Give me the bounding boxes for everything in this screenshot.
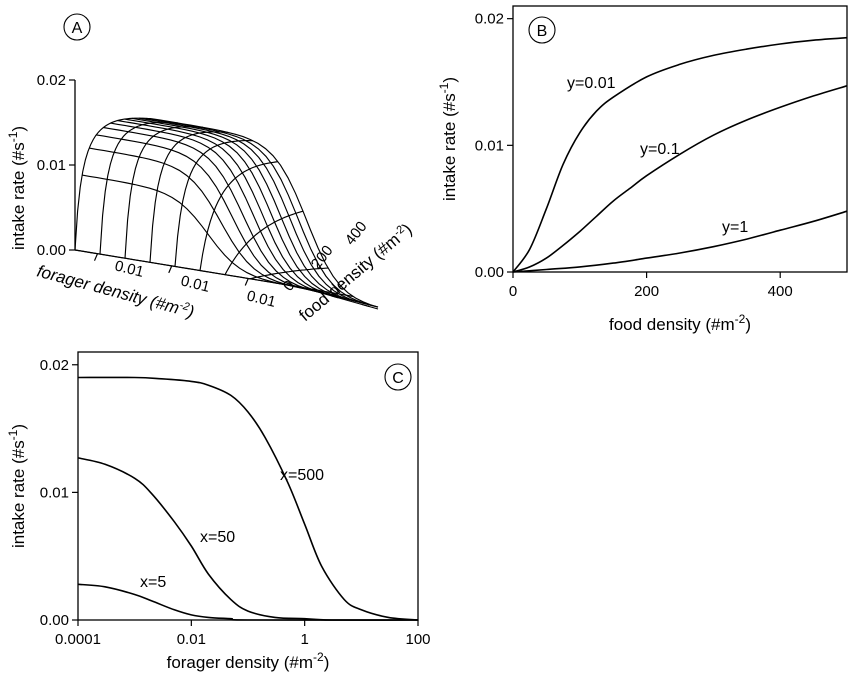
panel-a-badge bbox=[63, 13, 91, 41]
surface-grid-line bbox=[174, 140, 253, 267]
panel-b-series-label: y=0.1 bbox=[640, 141, 680, 158]
surface-grid-line bbox=[224, 210, 304, 275]
surface-base-edge bbox=[74, 249, 301, 288]
panel-c-x-axis-label: forager density (#m-2) bbox=[167, 650, 330, 672]
panel-b-x-tick-label: 0 bbox=[509, 283, 517, 300]
panel-b-series-label: y=1 bbox=[722, 219, 748, 236]
panel-b-series-label: y=0.01 bbox=[567, 75, 616, 92]
panel-c-y-tick-label: 0.02 bbox=[40, 357, 69, 374]
surface-y-tick bbox=[331, 295, 339, 299]
surface-grid-line bbox=[89, 147, 315, 292]
surface-mesh bbox=[74, 117, 379, 310]
surface-x-tick bbox=[93, 253, 99, 261]
surface-grid-line bbox=[199, 161, 279, 271]
surface-grid-line bbox=[138, 117, 364, 304]
panel-c-ticks: 0.0001 0.01 1 100 0.00 0.01 0.02 bbox=[40, 357, 431, 648]
panel-b-series bbox=[512, 36, 848, 273]
panel-b-badge bbox=[528, 16, 556, 44]
panel-c-x-tick-label: 100 bbox=[405, 631, 430, 648]
surface-x-tick bbox=[168, 265, 173, 274]
panel-c-series-label: x=5 bbox=[140, 574, 166, 591]
panel-c-series-line bbox=[77, 457, 419, 621]
panel-b-badge-label: B bbox=[537, 23, 548, 40]
panel-b-y-tick-label: 0.02 bbox=[475, 11, 504, 28]
panel-c: 0.0001 0.01 1 100 0.00 0.01 0.02 x=500 x=50 x=… bbox=[6, 351, 431, 672]
panel-c-plot-frame bbox=[77, 351, 419, 621]
surface-grid-line bbox=[124, 126, 204, 259]
surface-grid-line bbox=[103, 126, 329, 295]
surface-grid-line bbox=[96, 134, 322, 294]
panel-b-ticks: 0 200 400 0.00 0.01 0.02 bbox=[475, 11, 793, 300]
panel-c-y-tick-label: 0.00 bbox=[40, 612, 69, 629]
panel-c-x-tick-label: 0.01 bbox=[177, 631, 206, 648]
panel-b-x-tick-label: 200 bbox=[634, 283, 659, 300]
surface-x-tick bbox=[244, 278, 249, 286]
panel-a-z-tick-label: 0.00 bbox=[37, 242, 66, 259]
panel-b: 0 200 400 0.00 0.01 0.02 y=0.01 y=0.1 y=1 foo… bbox=[437, 5, 848, 334]
panel-c-series-label: x=500 bbox=[280, 467, 324, 484]
panel-c-series-label: x=50 bbox=[200, 529, 235, 546]
panel-a-x-tick-label: 0.01 bbox=[179, 272, 211, 296]
panel-b-series-line bbox=[512, 36, 848, 273]
panel-a-x-tick-label: 0.01 bbox=[113, 257, 145, 281]
panel-a-z-axis-label: intake rate (#s-1) bbox=[6, 126, 28, 250]
panel-b-plot-frame bbox=[512, 5, 848, 273]
surface-grid-line bbox=[124, 118, 350, 301]
surface-grid-line bbox=[117, 119, 343, 299]
panel-c-x-tick-label: 0.0001 bbox=[55, 631, 101, 648]
surface-grid-line bbox=[131, 117, 357, 303]
panel-c-y-axis-label: intake rate (#s-1) bbox=[6, 424, 28, 548]
panel-c-series-line bbox=[77, 376, 419, 621]
panel-a-y-tick-label: 0 bbox=[280, 277, 299, 294]
surface-grid-line bbox=[152, 118, 379, 308]
panel-b-series-line bbox=[512, 210, 848, 273]
panel-b-series-line bbox=[512, 85, 848, 273]
panel-c-series-line bbox=[77, 583, 419, 621]
surface-grid-line bbox=[145, 117, 372, 306]
surface-grid-line bbox=[82, 174, 308, 290]
panel-c-badge bbox=[384, 363, 412, 391]
panel-a: 0.00 0.01 0.02 intake rate (#s-1) 0.01 0… bbox=[6, 13, 416, 325]
panel-a-z-tick-label: 0.01 bbox=[37, 157, 66, 174]
panel-c-y-tick-label: 0.01 bbox=[40, 484, 69, 501]
panel-a-x-tick-label: 0.01 bbox=[245, 287, 277, 311]
panel-b-y-tick-label: 0.00 bbox=[475, 264, 504, 281]
panel-b-x-axis-label: food density (#m-2) bbox=[609, 312, 751, 334]
surface-grid-line bbox=[110, 122, 336, 297]
panel-c-badge-label: C bbox=[392, 370, 404, 387]
panel-b-y-tick-label: 0.01 bbox=[475, 137, 504, 154]
panel-a-y-tick-label: 400 bbox=[342, 218, 371, 248]
surface-y-tick bbox=[299, 286, 308, 290]
panel-b-y-axis-label: intake rate (#s-1) bbox=[437, 77, 459, 201]
panel-c-series bbox=[77, 376, 419, 621]
panel-a-z-tick-label: 0.02 bbox=[37, 72, 66, 89]
panel-a-y-tick-label: 200 bbox=[308, 242, 337, 272]
panel-b-x-tick-label: 400 bbox=[768, 283, 793, 300]
surface-y-tick bbox=[362, 304, 370, 308]
surface-grid-line bbox=[249, 267, 329, 280]
panel-a-badge-label: A bbox=[72, 20, 83, 37]
surface-grid-line bbox=[149, 131, 229, 263]
panel-c-x-tick-label: 1 bbox=[300, 631, 308, 648]
